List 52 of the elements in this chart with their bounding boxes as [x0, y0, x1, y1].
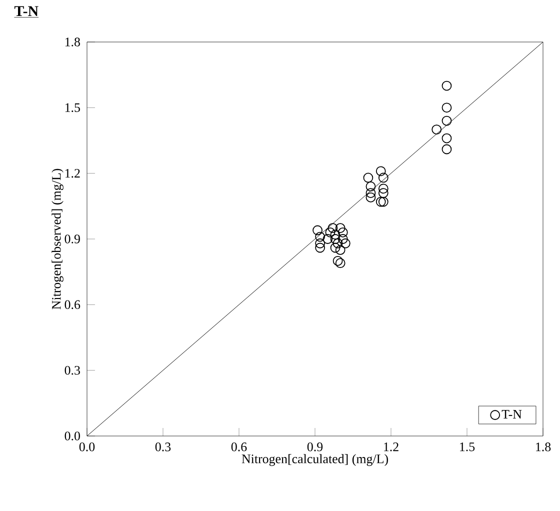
point [335, 223, 346, 234]
point [315, 238, 326, 248]
point [315, 242, 326, 253]
chart-title: T-N [14, 6, 38, 16]
x-tick-label: 1.5 [460, 442, 475, 452]
x-axis-title: Nitrogen[calculated] (mg/L) [242, 454, 388, 466]
y-tick-label: 0.9 [64, 234, 80, 244]
point [312, 225, 322, 236]
point [328, 223, 338, 234]
x-tick-label: 1.8 [536, 442, 551, 452]
point [335, 244, 346, 255]
point [330, 230, 340, 240]
point [378, 172, 388, 183]
point [338, 234, 348, 244]
y-axis-title: Nitrogen[observed] (mg/L) [52, 168, 64, 310]
point [366, 192, 376, 202]
x-tick-label: 0.6 [231, 442, 247, 452]
y-tick-label: 1.5 [65, 103, 80, 112]
point [325, 227, 336, 238]
point [442, 102, 452, 113]
y-tick-label: 0.3 [64, 366, 80, 375]
point [335, 258, 346, 268]
point [340, 238, 350, 248]
point [366, 182, 376, 192]
point [338, 227, 348, 238]
point [330, 234, 340, 244]
point [376, 196, 386, 207]
y-tick-label: 1.2 [65, 168, 80, 178]
x-tick-label: 0.0 [79, 442, 95, 452]
point [376, 166, 386, 176]
point [442, 144, 452, 154]
point [378, 184, 388, 194]
point [378, 196, 388, 207]
point [363, 172, 374, 183]
point [442, 80, 452, 91]
point [330, 242, 340, 253]
point [366, 188, 376, 198]
y-tick-label: 1.8 [65, 38, 80, 46]
y-tick-label: 0.0 [64, 432, 80, 440]
x-tick-label: 0.9 [307, 442, 323, 452]
point [332, 256, 343, 266]
point [442, 133, 452, 144]
y-tick-label: 0.6 [64, 300, 80, 310]
x-tick-label: 0.3 [155, 442, 171, 452]
point [378, 188, 388, 198]
point [315, 232, 326, 242]
legend-label: T-N [502, 410, 522, 418]
x-tick-label: 1.2 [384, 442, 398, 452]
point [442, 116, 452, 126]
point [332, 238, 343, 248]
point [432, 124, 442, 134]
point [322, 234, 333, 244]
